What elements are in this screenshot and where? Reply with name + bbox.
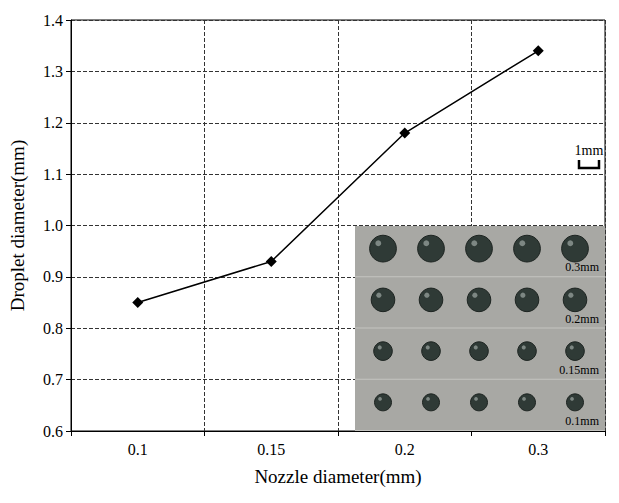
svg-text:Droplet diameter(mm): Droplet diameter(mm) xyxy=(7,140,29,311)
svg-text:0.15mm: 0.15mm xyxy=(559,363,599,377)
svg-text:1.3: 1.3 xyxy=(43,63,63,80)
svg-text:0.2: 0.2 xyxy=(395,441,415,458)
svg-text:0.1: 0.1 xyxy=(128,441,148,458)
svg-text:0.3mm: 0.3mm xyxy=(565,260,599,274)
svg-text:0.7: 0.7 xyxy=(43,371,63,388)
svg-text:Nozzle diameter(mm): Nozzle diameter(mm) xyxy=(254,466,421,488)
svg-text:0.8: 0.8 xyxy=(43,320,63,337)
svg-text:0.15: 0.15 xyxy=(257,441,285,458)
svg-text:1.2: 1.2 xyxy=(43,114,63,131)
svg-text:0.2mm: 0.2mm xyxy=(565,312,599,326)
svg-text:0.1mm: 0.1mm xyxy=(565,414,599,428)
svg-text:0.3: 0.3 xyxy=(528,441,548,458)
svg-text:1.0: 1.0 xyxy=(43,217,63,234)
svg-text:0.9: 0.9 xyxy=(43,268,63,285)
svg-text:1.4: 1.4 xyxy=(43,12,63,29)
svg-text:0.6: 0.6 xyxy=(43,423,63,440)
svg-text:1mm: 1mm xyxy=(575,143,604,158)
svg-text:1.1: 1.1 xyxy=(43,166,63,183)
